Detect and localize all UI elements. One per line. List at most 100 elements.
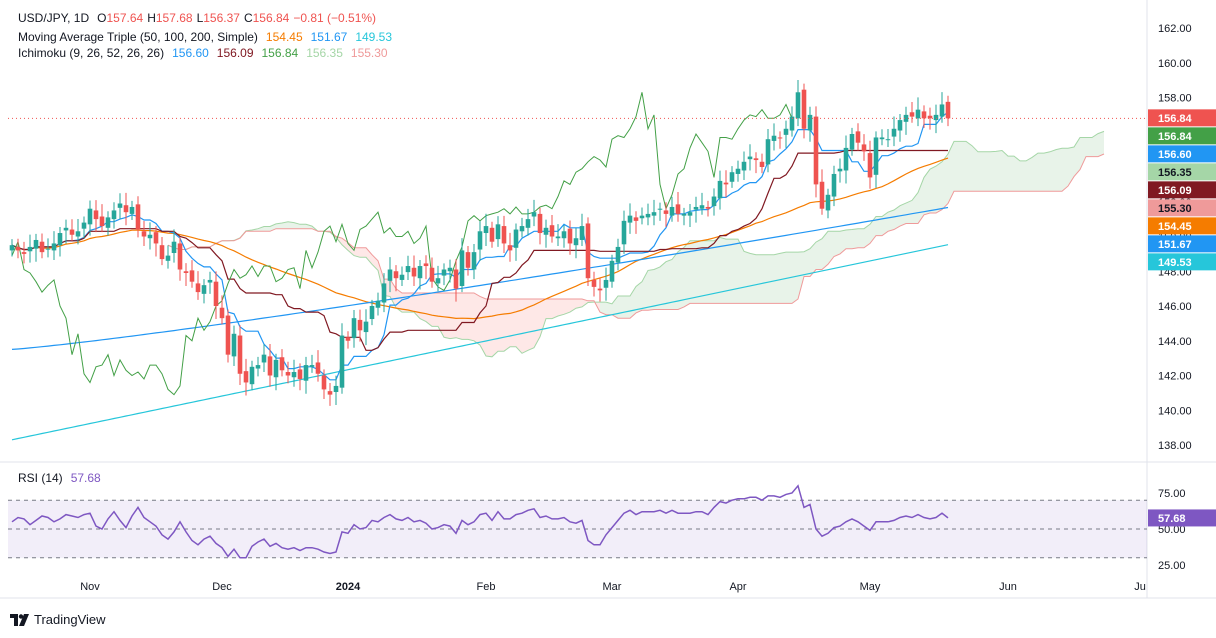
candle-body[interactable] [921, 111, 927, 119]
candle-body[interactable] [855, 131, 861, 143]
candle-body[interactable] [903, 114, 909, 122]
candle-body[interactable] [453, 269, 459, 289]
candle-body[interactable] [765, 139, 771, 165]
candle-body[interactable] [333, 385, 339, 393]
candle-body[interactable] [441, 269, 447, 276]
candle-body[interactable] [159, 245, 165, 260]
candle-body[interactable] [663, 210, 669, 214]
candle-body[interactable] [243, 371, 249, 383]
candle-body[interactable] [369, 306, 375, 320]
candle-body[interactable] [297, 369, 303, 379]
candle-body[interactable] [393, 271, 399, 279]
candle-body[interactable] [639, 215, 645, 219]
candle-body[interactable] [399, 274, 405, 280]
candle-body[interactable] [75, 231, 81, 237]
candle-body[interactable] [837, 168, 843, 172]
candle-body[interactable] [87, 208, 93, 225]
candle-body[interactable] [777, 137, 783, 139]
candle-body[interactable] [237, 335, 243, 374]
candle-body[interactable] [945, 101, 951, 119]
candle-body[interactable] [417, 266, 423, 279]
candle-body[interactable] [885, 139, 891, 141]
candle-body[interactable] [609, 260, 615, 282]
candle-body[interactable] [861, 144, 867, 152]
candle-body[interactable] [123, 205, 129, 213]
candle-body[interactable] [573, 238, 579, 246]
candle-body[interactable] [627, 215, 633, 223]
candle-body[interactable] [165, 255, 171, 261]
candle-body[interactable] [759, 161, 765, 167]
ichimoku-legend[interactable]: Ichimoku (9, 26, 52, 26, 26) 156.60 156.09… [18, 45, 392, 61]
candle-body[interactable] [411, 267, 417, 277]
candle-body[interactable] [501, 226, 507, 244]
candle-body[interactable] [129, 206, 135, 214]
candle-body[interactable] [21, 252, 27, 254]
candle-body[interactable] [693, 206, 699, 210]
candle-body[interactable] [807, 114, 813, 131]
candle-body[interactable] [531, 212, 537, 217]
candle-body[interactable] [621, 220, 627, 245]
candle-body[interactable] [423, 263, 429, 267]
candle-body[interactable] [681, 213, 687, 216]
candle-body[interactable] [315, 362, 321, 374]
candle-body[interactable] [261, 354, 267, 363]
candle-body[interactable] [51, 243, 57, 251]
candle-body[interactable] [819, 181, 825, 209]
candle-body[interactable] [357, 319, 363, 331]
candle-body[interactable] [183, 271, 189, 273]
candle-body[interactable] [753, 158, 759, 161]
candle-body[interactable] [771, 135, 777, 141]
candle-body[interactable] [555, 236, 561, 239]
candle-body[interactable] [699, 205, 705, 209]
candle-body[interactable] [687, 212, 693, 216]
rsi-legend[interactable]: RSI (14) 57.68 [18, 470, 105, 486]
candle-body[interactable] [201, 285, 207, 294]
candle-body[interactable] [723, 182, 729, 185]
candle-body[interactable] [645, 213, 651, 218]
candle-body[interactable] [135, 204, 141, 230]
candle-body[interactable] [363, 321, 369, 333]
candle-body[interactable] [657, 208, 663, 210]
candle-body[interactable] [219, 307, 225, 319]
candle-body[interactable] [147, 234, 153, 239]
candle-body[interactable] [99, 216, 105, 227]
candle-body[interactable] [189, 270, 195, 282]
candle-body[interactable] [429, 267, 435, 282]
candle-body[interactable] [795, 92, 801, 119]
candle-body[interactable] [381, 283, 387, 303]
candle-body[interactable] [747, 156, 753, 160]
candle-body[interactable] [813, 116, 819, 185]
candle-body[interactable] [177, 243, 183, 270]
candle-body[interactable] [279, 357, 285, 371]
candle-body[interactable] [633, 217, 639, 221]
candle-body[interactable] [477, 231, 483, 250]
candle-body[interactable] [153, 232, 159, 244]
candle-body[interactable] [255, 365, 261, 369]
candle-body[interactable] [891, 128, 897, 137]
candle-body[interactable] [309, 365, 315, 367]
candle-body[interactable] [927, 115, 933, 119]
candle-body[interactable] [549, 225, 555, 237]
candle-body[interactable] [567, 228, 573, 244]
candle-body[interactable] [351, 318, 357, 339]
candle-body[interactable] [783, 128, 789, 135]
candle-body[interactable] [489, 227, 495, 242]
candle-body[interactable] [117, 203, 123, 208]
candle-body[interactable] [615, 246, 621, 263]
candle-body[interactable] [717, 180, 723, 199]
candle-body[interactable] [873, 137, 879, 175]
candle-body[interactable] [735, 168, 741, 174]
candle-body[interactable] [519, 226, 525, 232]
candle-body[interactable] [933, 114, 939, 121]
candle-body[interactable] [225, 315, 231, 355]
ma-legend[interactable]: Moving Average Triple (50, 100, 200, Sim… [18, 29, 396, 45]
candle-body[interactable] [141, 231, 147, 237]
candle-body[interactable] [879, 137, 885, 140]
candle-body[interactable] [729, 172, 735, 182]
candle-body[interactable] [57, 233, 63, 246]
candle-body[interactable] [591, 279, 597, 287]
candle-body[interactable] [825, 194, 831, 211]
candle-body[interactable] [843, 147, 849, 171]
